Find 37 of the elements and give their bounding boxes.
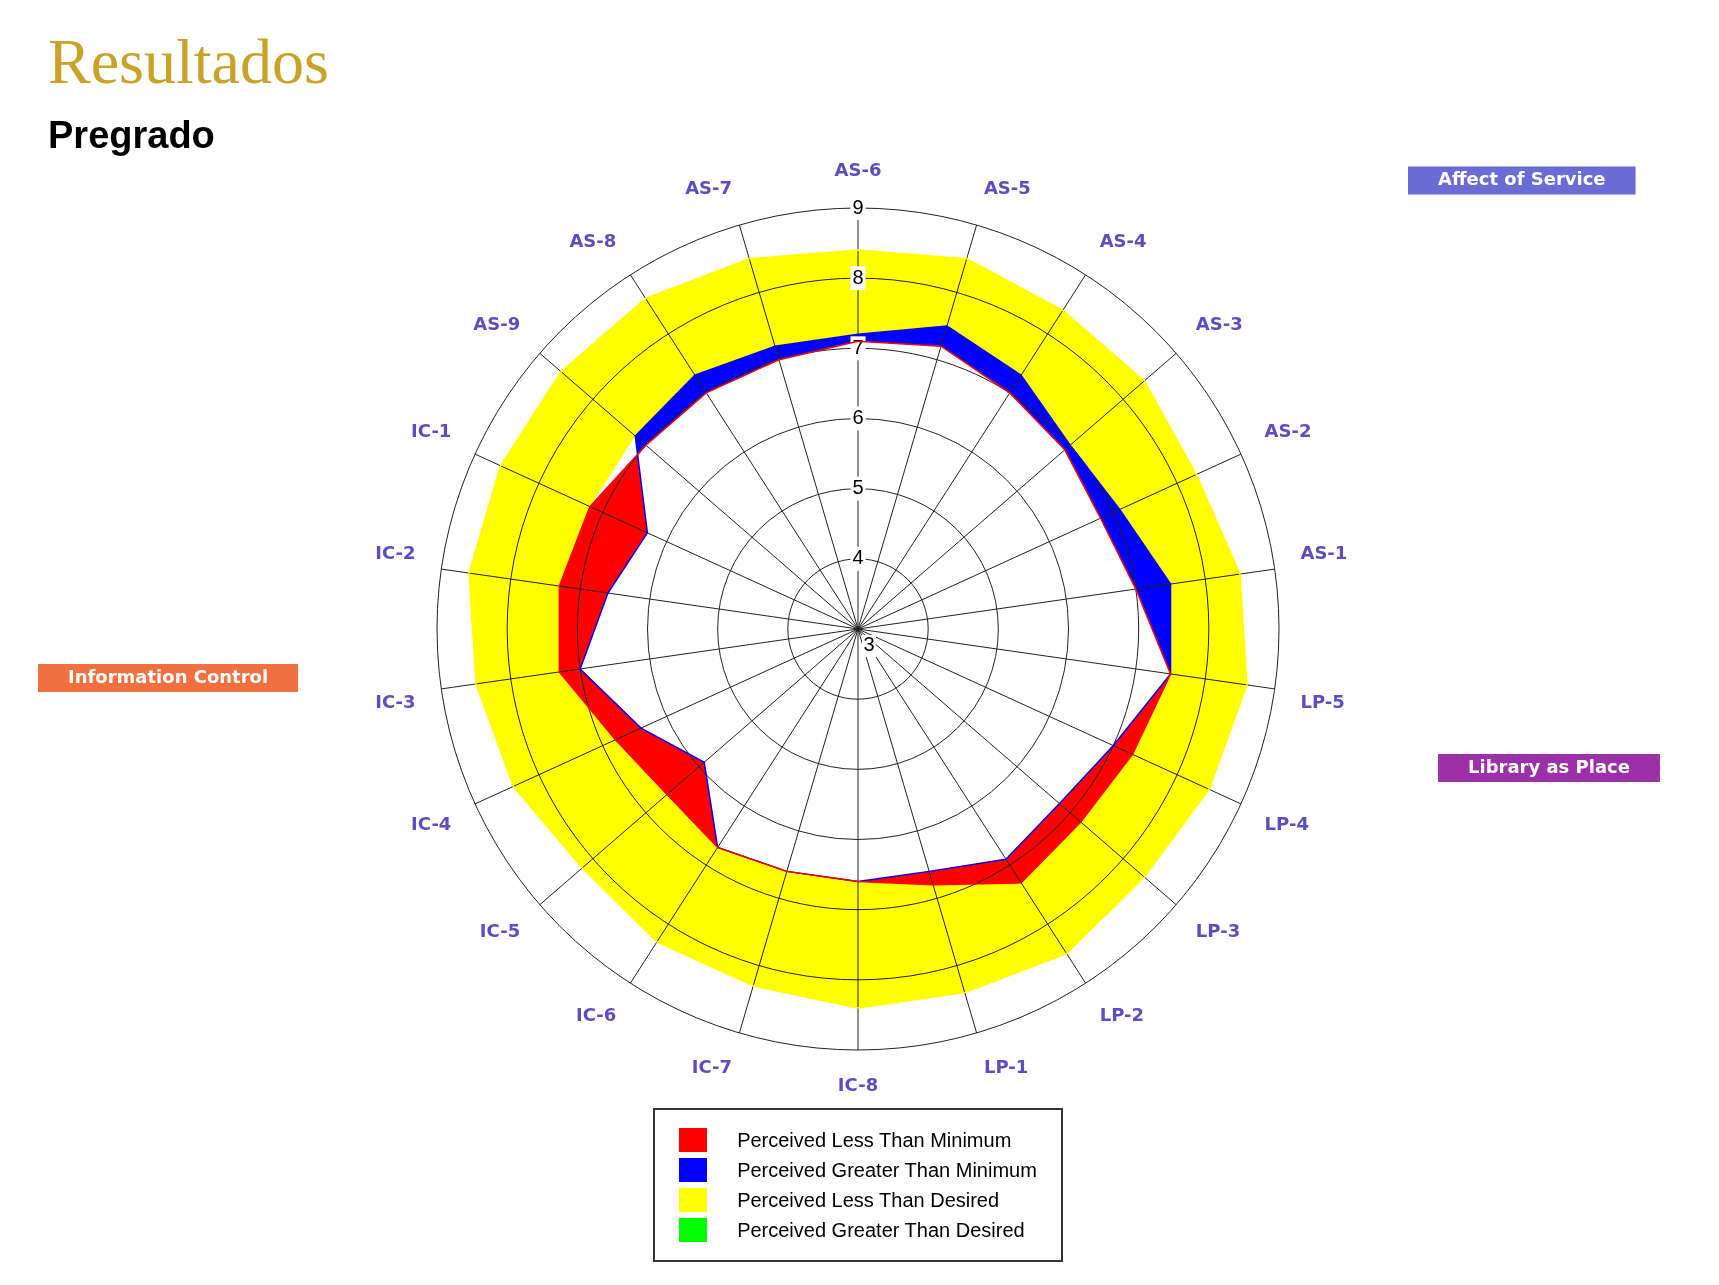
spoke-label: IC-6 [576,1003,617,1025]
spoke-label: AS-7 [685,176,733,198]
spoke-label: IC-3 [375,691,416,713]
y-tick-label: 9 [852,195,864,218]
spoke-label: LP-2 [1099,1003,1145,1025]
chart-title: Resultados [48,26,329,98]
y-tick-label: 5 [852,476,864,499]
spoke-label: IC-8 [837,1074,879,1096]
legend-label: Perceived Less Than Minimum [737,1128,1012,1152]
y-tick-label: 6 [852,406,864,429]
spoke-label: IC-2 [375,542,416,564]
spoke-label: AS-4 [1099,229,1147,251]
spoke-label: IC-5 [479,920,521,942]
spoke-label: IC-4 [411,813,452,835]
spoke-label: AS-6 [834,158,882,180]
chart-subtitle: Pregrado [48,114,215,157]
spoke-label: LP-3 [1195,920,1241,942]
spoke-label: LP-1 [983,1056,1029,1078]
spoke-label: AS-8 [569,229,617,251]
spoke-label: IC-7 [691,1056,733,1078]
spoke-label: LP-5 [1300,691,1345,713]
legend-label: Perceived Greater Than Desired [737,1218,1025,1242]
legend-label: Perceived Greater Than Minimum [737,1158,1037,1182]
legend-label: Perceived Less Than Desired [737,1188,1000,1212]
text: Library as Place [1468,755,1630,777]
y-tick-label: 8 [852,265,864,288]
spoke-label: AS-9 [473,313,521,335]
spoke-label: IC-1 [411,420,452,442]
spoke-label: AS-3 [1195,313,1243,335]
y-tick-label: 4 [852,546,864,569]
spoke-label: AS-5 [983,176,1031,198]
spoke-label: AS-1 [1300,542,1348,564]
y-tick-label: 3 [863,632,875,655]
spoke-label: LP-4 [1264,813,1309,835]
text: Affect of Service [1438,168,1606,190]
spoke-label: AS-2 [1264,420,1312,442]
text: Information Control [68,665,269,687]
